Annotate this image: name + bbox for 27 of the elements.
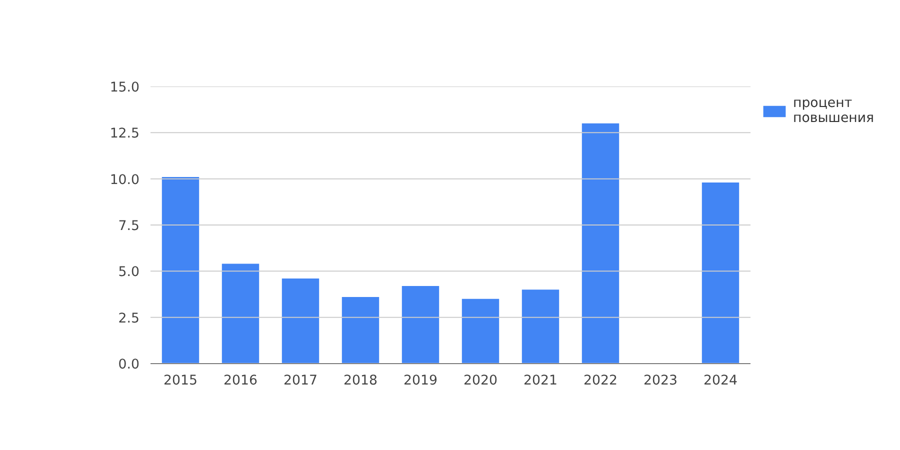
y-tick-label: 10.0 [110,172,140,188]
bar [462,298,500,364]
bar [162,176,200,364]
x-tick-label: 2020 [464,374,498,388]
x-tick-label: 2016 [224,374,258,388]
bar [282,278,320,364]
bar [582,123,620,364]
y-tick-label: 5.0 [118,265,140,280]
y-tick-label: 2.5 [118,311,140,326]
x-tick-label: 2017 [284,374,318,388]
x-tick-label: 2022 [584,374,618,388]
bar [702,182,740,364]
x-tick-label: 2024 [704,374,738,388]
bar [522,290,560,364]
bar [342,297,380,364]
y-tick-label: 7.5 [118,219,140,234]
x-tick-label: 2018 [344,374,378,388]
y-tick-label: 15.0 [110,80,140,96]
bar [402,286,440,364]
y-tick-label: 0.0 [118,358,140,372]
x-tick-label: 2019 [404,374,438,388]
y-tick-label: 12.5 [110,126,140,142]
x-tick-label: 2015 [164,374,198,388]
legend-label: процент повышения [793,96,874,126]
x-tick-label: 2023 [644,374,678,388]
bar [222,264,260,364]
x-tick-label: 2021 [524,374,558,388]
